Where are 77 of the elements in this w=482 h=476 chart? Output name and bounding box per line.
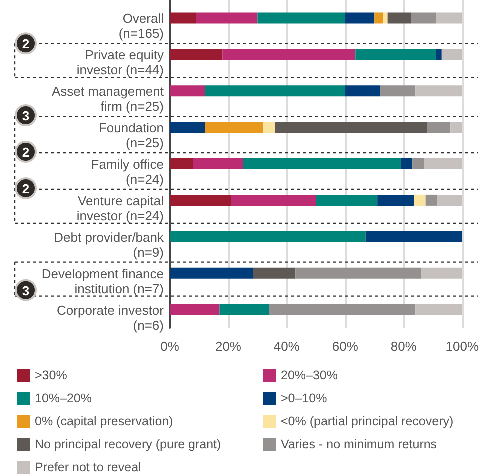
bar: [170, 122, 206, 134]
bar: [170, 304, 220, 316]
bar: [170, 86, 206, 97]
bar: [400, 158, 413, 170]
bar: [442, 49, 462, 60]
bar: [426, 194, 438, 206]
y-tick-label: Debt provider/bank (n=9): [54, 230, 164, 260]
y-tick-label: Private equity investor (n=44): [76, 48, 164, 78]
bar: [450, 122, 462, 134]
bar: [170, 231, 366, 242]
x-tick-label: 40%: [274, 339, 300, 354]
y-tick-label: Development finance institution (n=7): [42, 266, 164, 296]
bar: [170, 49, 223, 60]
bar: [269, 304, 416, 316]
text: 2: [22, 181, 30, 196]
legend-label: Varies - no minimum returns: [281, 438, 438, 452]
y-tick-label: Foundation (n=25): [98, 120, 164, 151]
bar: [253, 268, 296, 279]
bar: [374, 12, 384, 24]
text: 2: [22, 36, 30, 52]
bar: [416, 86, 462, 97]
bar: [416, 304, 462, 316]
bar: [436, 49, 442, 60]
bar: [411, 12, 436, 24]
bar: [436, 12, 462, 24]
bar: [296, 268, 422, 279]
bar: [427, 122, 451, 134]
legend-label: Prefer not to reveal: [35, 460, 142, 474]
legend-label: >30%: [35, 368, 68, 382]
bar: [196, 12, 258, 24]
bar: [275, 122, 428, 134]
bar: [170, 158, 194, 170]
bar: [243, 158, 401, 170]
bar: [388, 12, 412, 24]
bar: [231, 194, 316, 206]
bar: [345, 86, 381, 97]
legend-label: 10%–20%: [35, 392, 92, 406]
bar: [438, 194, 462, 206]
bar: [412, 158, 424, 170]
bar: [222, 49, 356, 60]
bar: [366, 231, 462, 242]
bar: [193, 158, 244, 170]
x-tick-label: 20%: [215, 339, 242, 354]
legend-label: 0% (capital preservation): [35, 414, 174, 428]
bar: [264, 122, 276, 134]
x-tick-label: 80%: [390, 339, 418, 354]
bar: [258, 12, 346, 24]
bar: [220, 304, 270, 316]
legend-label: >0–10%: [281, 392, 328, 406]
legend-label: 20%–30%: [281, 368, 338, 382]
legend-label: <0% (partial principal recovery): [281, 414, 454, 428]
y-tick-label: Corporate investor (n=6): [57, 302, 165, 333]
y-tick-label: Venture capital investor (n=24): [76, 193, 164, 224]
bar: [316, 194, 378, 206]
bar: [380, 86, 416, 97]
bar: [170, 268, 254, 279]
bar: [205, 122, 264, 134]
text: 3: [22, 283, 30, 298]
text: 2: [22, 145, 30, 160]
x-tick-label: 100%: [446, 339, 480, 354]
bar: [205, 86, 346, 97]
bar: [421, 268, 462, 279]
bar: [414, 194, 426, 206]
legend-label: No principal recovery (pure grant): [35, 438, 222, 452]
bar: [356, 49, 436, 60]
bar: [170, 194, 232, 206]
y-tick-label: Family office (n=24): [91, 157, 164, 187]
bar: [424, 158, 462, 170]
bar: [383, 12, 388, 24]
bar: [345, 12, 375, 24]
y-tick-label: Asset management firm (n=25): [52, 84, 164, 114]
bar: [378, 194, 414, 206]
y-tick-label: Overall (n=165): [118, 11, 164, 42]
text: 3: [22, 108, 30, 124]
x-tick-label: 60%: [332, 339, 359, 354]
x-tick-label: 0%: [160, 339, 180, 354]
bar: [170, 12, 196, 24]
